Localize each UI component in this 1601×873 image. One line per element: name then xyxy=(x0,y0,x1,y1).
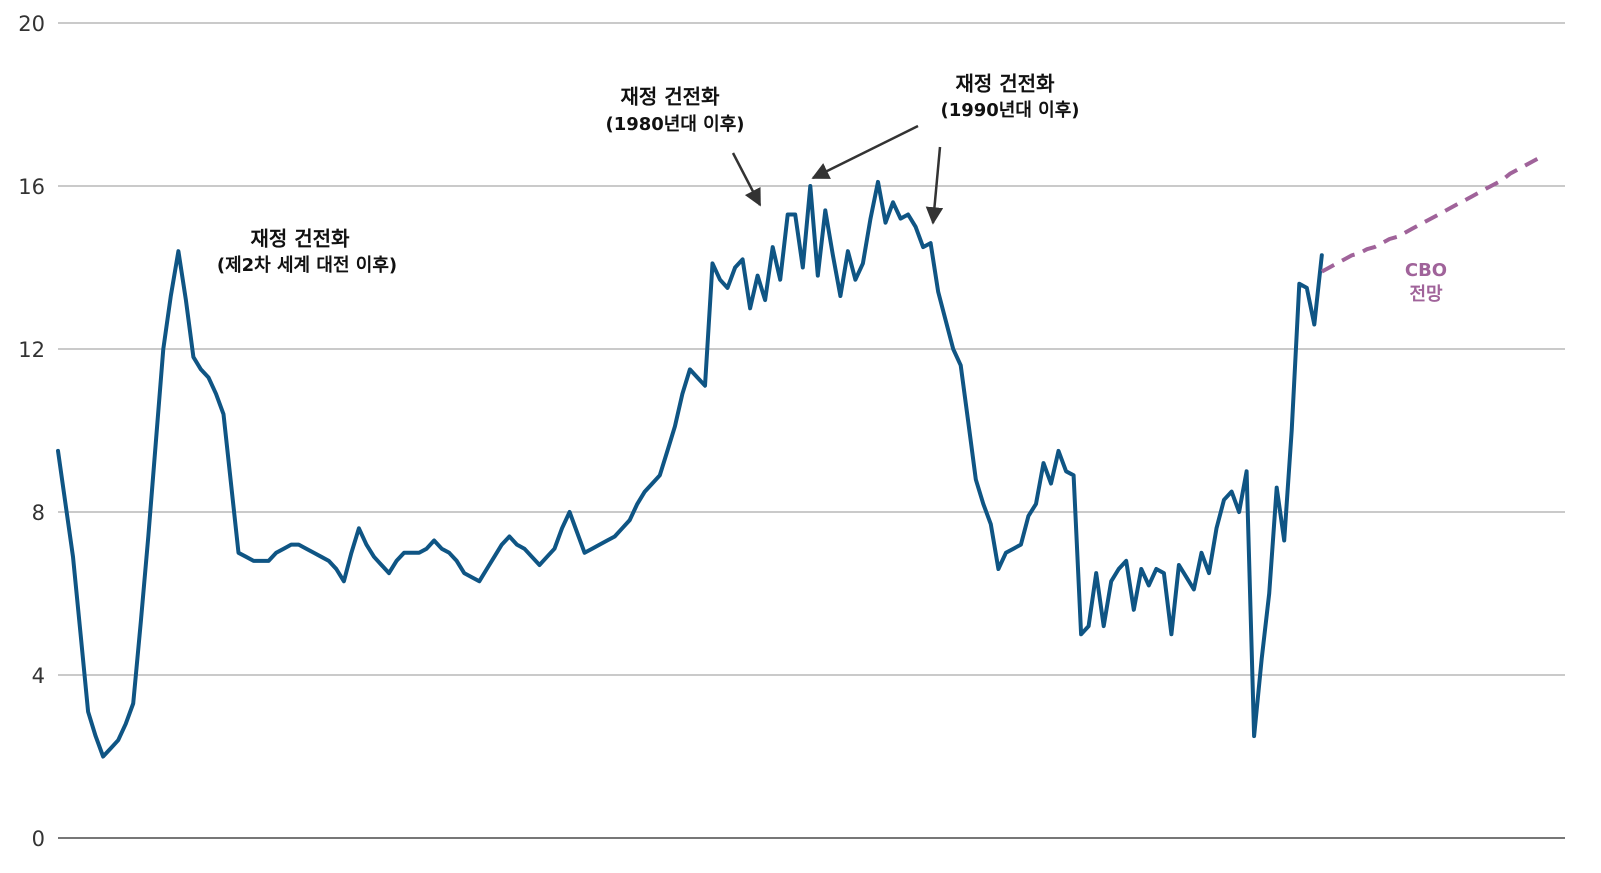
annotation: (제2차 세계 대전 이후) xyxy=(217,255,397,276)
annotation: 재정 건전화 xyxy=(621,85,721,109)
y-tick-label: 20 xyxy=(18,12,45,36)
y-tick-label: 16 xyxy=(18,175,45,199)
annotation: 재정 건전화 xyxy=(956,72,1056,96)
y-tick-label: 0 xyxy=(32,827,45,851)
annotation: (1990년대 이후) xyxy=(940,100,1079,121)
annotation: 재정 건전화 xyxy=(251,227,351,251)
y-tick-label: 8 xyxy=(32,501,45,525)
arrow xyxy=(925,146,944,225)
series-line xyxy=(1320,155,1541,274)
annotation: (1980년대 이후) xyxy=(605,114,744,135)
arrow xyxy=(811,124,919,180)
grid: 0 4 8 12 16 20 xyxy=(18,12,1565,851)
lines xyxy=(56,155,1541,759)
y-tick-label: 12 xyxy=(18,338,45,362)
series-label: 전망 xyxy=(1409,284,1443,305)
y-tick-label: 4 xyxy=(32,664,45,688)
series-label: CBO xyxy=(1405,260,1447,281)
series-line xyxy=(56,179,1324,759)
arrow xyxy=(731,152,762,207)
